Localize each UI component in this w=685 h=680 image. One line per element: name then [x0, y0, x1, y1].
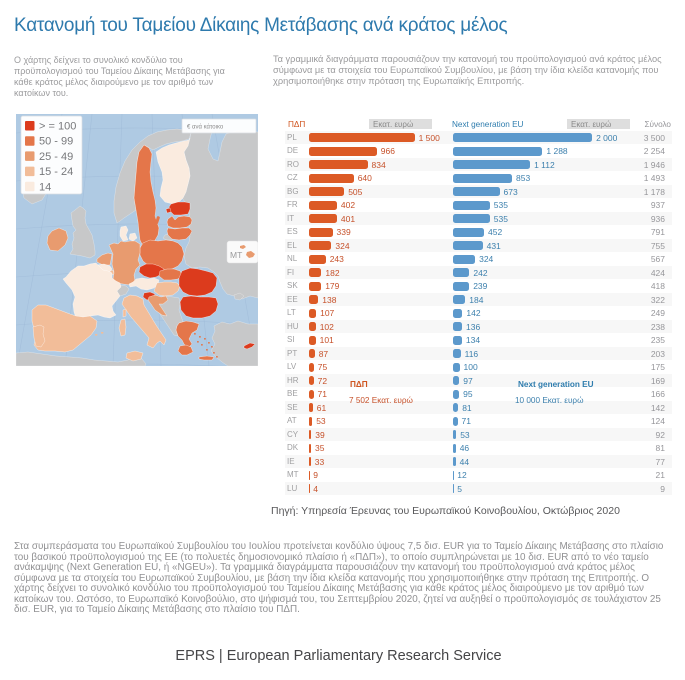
svg-text:50 - 99: 50 - 99	[39, 136, 73, 148]
svg-text:15 - 24: 15 - 24	[39, 166, 73, 178]
svg-text:25 - 49: 25 - 49	[39, 151, 73, 163]
svg-text:14: 14	[39, 181, 51, 193]
svg-text:> = 100: > = 100	[39, 121, 76, 133]
svg-text:€ ανά κάτοικο: € ανά κάτοικο	[187, 124, 224, 131]
svg-text:MT: MT	[230, 250, 242, 260]
